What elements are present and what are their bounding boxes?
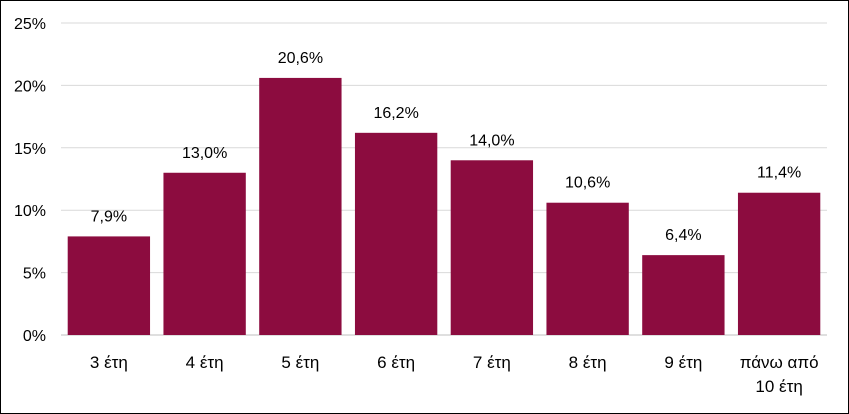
bar	[642, 255, 725, 335]
x-category-label: 8 έτη	[569, 353, 607, 372]
data-label: 13,0%	[182, 145, 227, 162]
x-category-label: 7 έτη	[473, 353, 511, 372]
x-category-label: 4 έτη	[186, 353, 224, 372]
bar	[737, 192, 821, 335]
data-labels: 7,9% 13,0% 20,6% 16,2% 14,0% 10,6% 6,4% 11,4%	[91, 50, 802, 244]
x-category-label: πάνω από	[740, 353, 819, 372]
y-tick-label: 5%	[23, 266, 46, 283]
bar	[354, 132, 438, 335]
y-axis-ticks: 0% 5% 10% 15% 20% 25%	[14, 16, 46, 345]
bar	[163, 172, 246, 335]
x-category-label: 10 έτη	[755, 377, 802, 396]
bars	[67, 77, 821, 336]
data-label: 10,6%	[565, 175, 610, 192]
bar	[259, 77, 342, 336]
y-tick-label: 15%	[14, 141, 46, 158]
bar	[450, 160, 534, 335]
x-category-label: 5 έτη	[281, 353, 319, 372]
data-label: 6,4%	[665, 227, 701, 244]
data-label: 11,4%	[757, 165, 801, 182]
x-category-label: 3 έτη	[90, 353, 128, 372]
y-tick-label: 25%	[14, 16, 46, 33]
y-tick-label: 10%	[14, 203, 46, 220]
data-label: 7,9%	[91, 208, 127, 225]
x-category-label: 6 έτη	[377, 353, 415, 372]
data-label: 14,0%	[469, 132, 514, 149]
x-category-label: 9 έτη	[664, 353, 702, 372]
bar	[546, 202, 629, 335]
x-axis-categories: 3 έτη 4 έτη 5 έτη 6 έτη 7 έτη 8 έτη 9 έτη πάνω …	[90, 353, 819, 396]
y-tick-label: 20%	[14, 78, 46, 95]
bar	[67, 236, 151, 335]
data-label: 20,6%	[278, 50, 323, 67]
y-tick-label: 0%	[23, 328, 46, 345]
data-label: 16,2%	[373, 105, 418, 122]
